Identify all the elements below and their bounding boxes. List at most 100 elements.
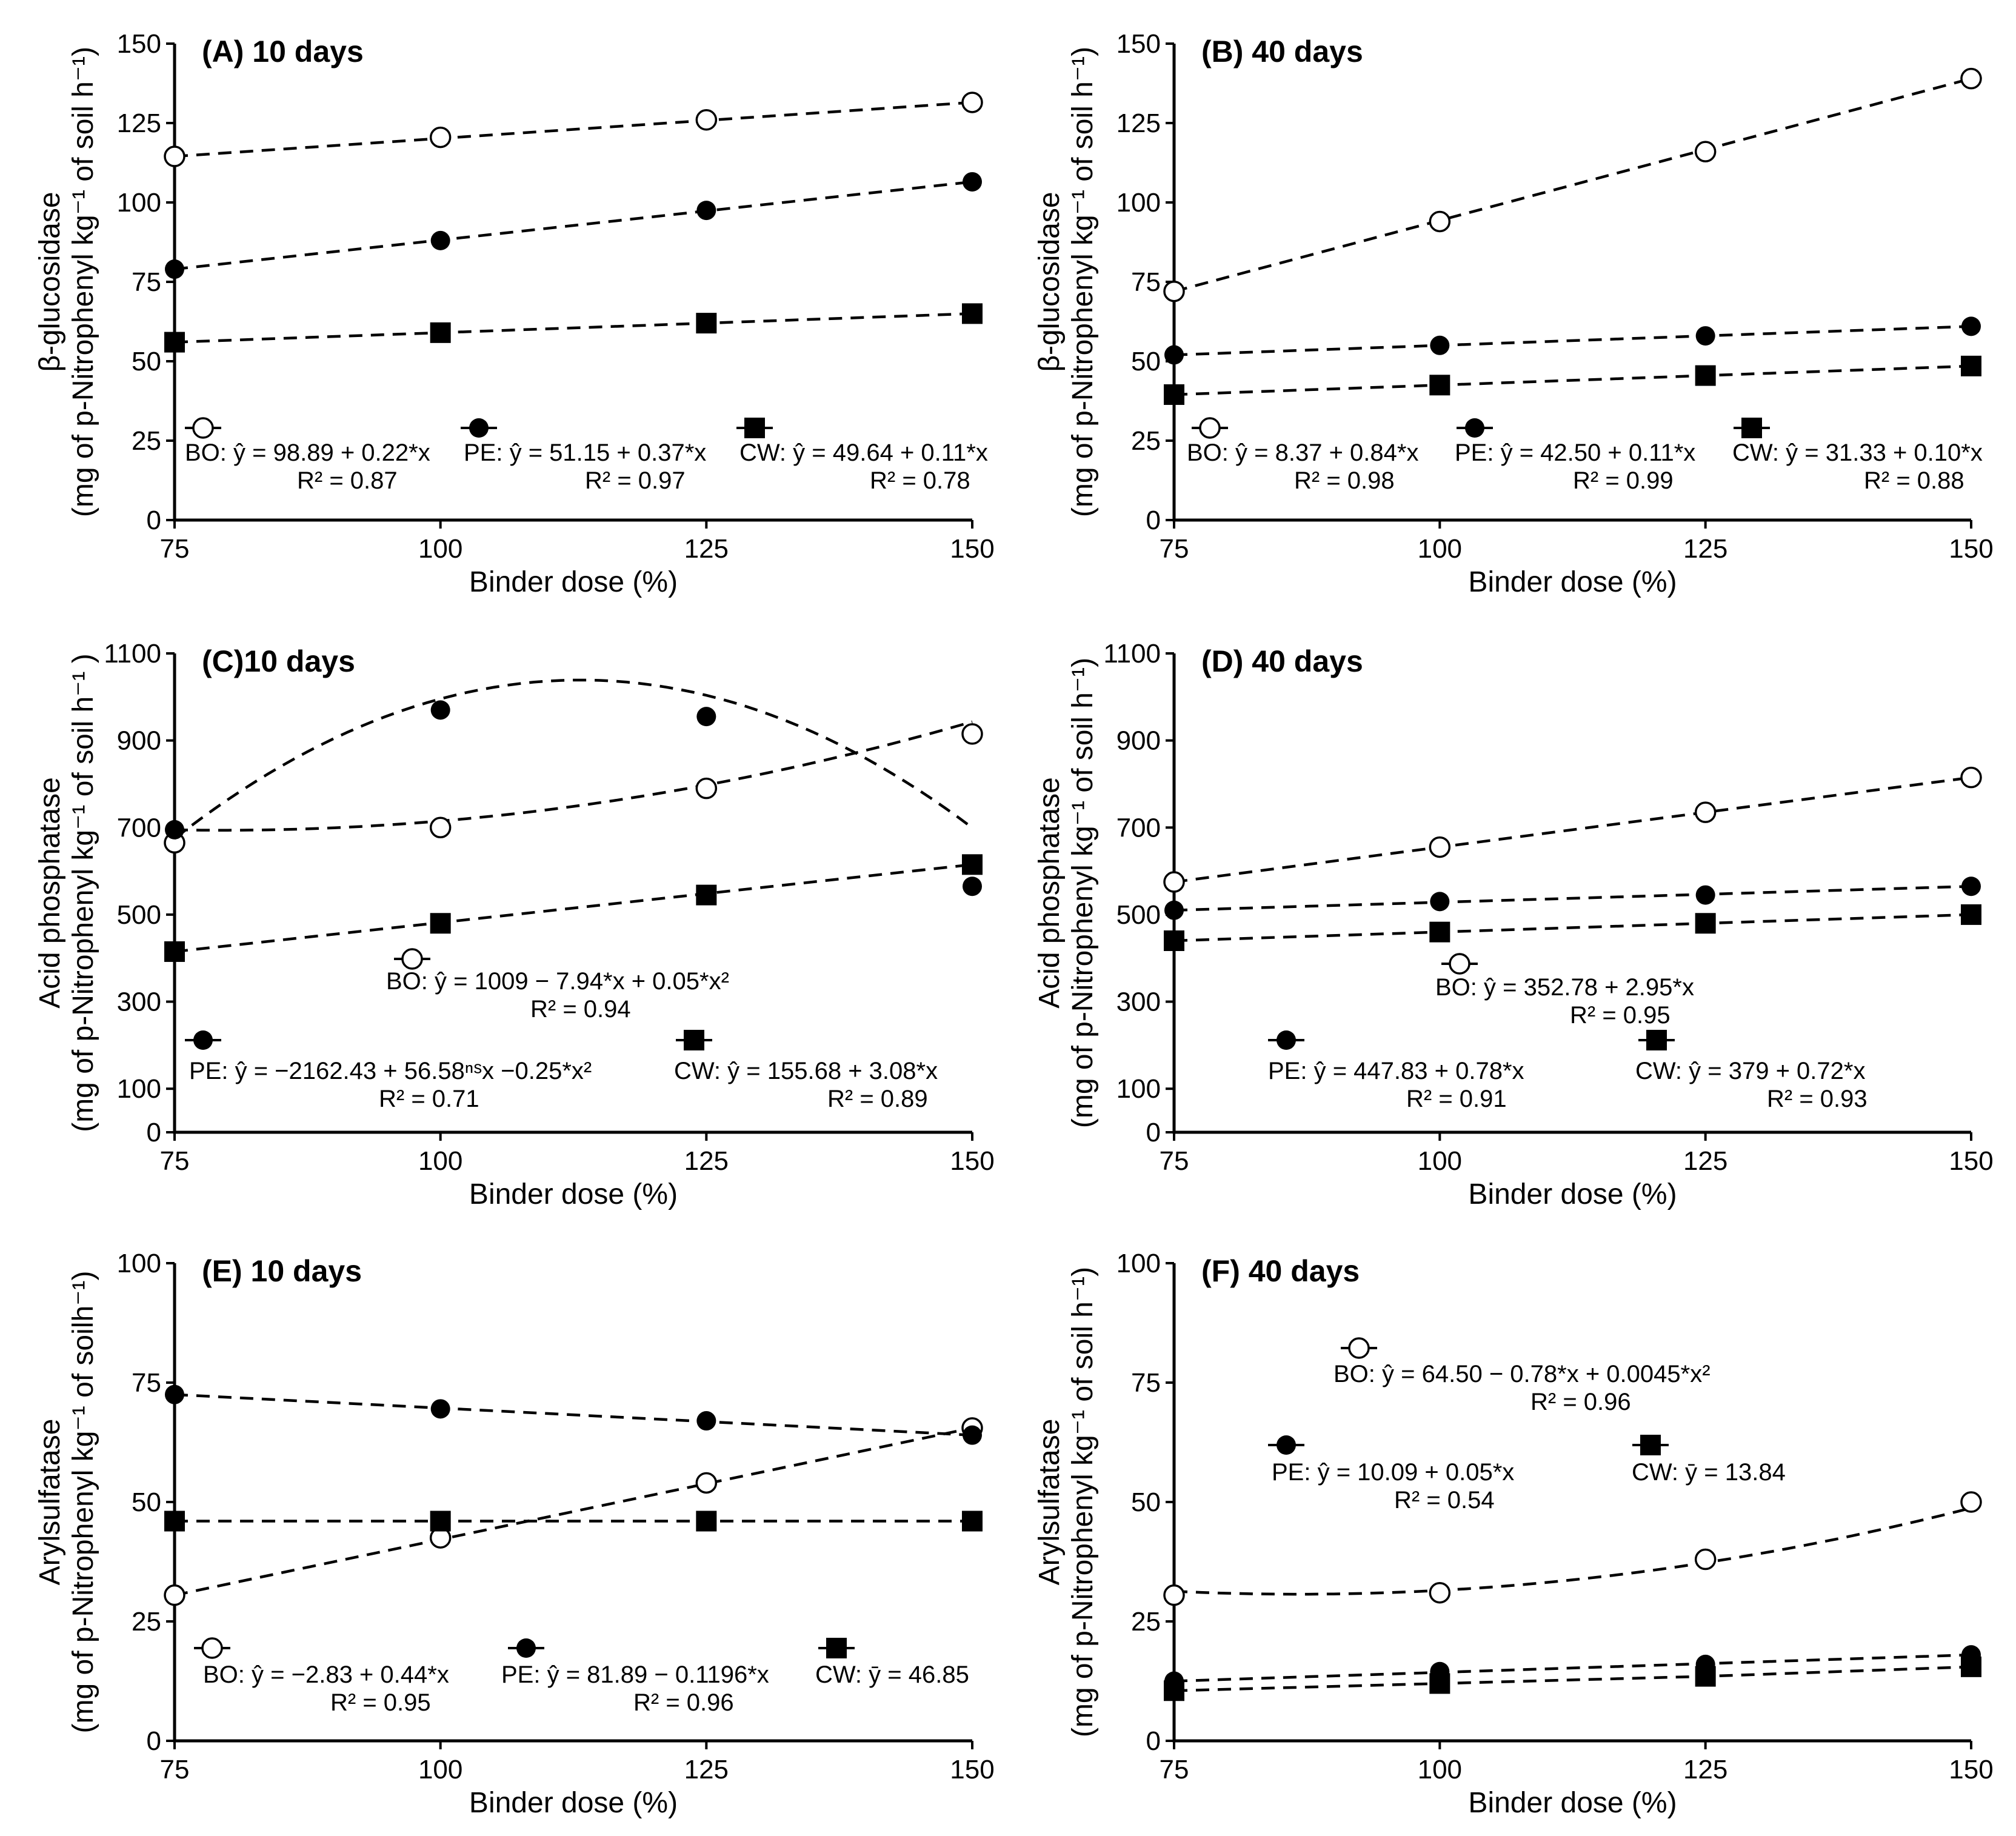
- r-squared-label: R² = 0.96: [1530, 1389, 1631, 1415]
- data-point-pe: [696, 201, 716, 221]
- legend-cw: CW: ŷ = 379 + 0.72*xR² = 0.93: [1635, 1030, 1867, 1112]
- data-point-pe: [430, 230, 450, 250]
- legend-square-marker: [684, 1030, 704, 1050]
- legend-cw: CW: ŷ = 155.68 + 3.08*xR² = 0.89: [674, 1030, 938, 1112]
- x-axis-label: Binder dose (%): [1468, 1787, 1677, 1819]
- legend-cw: CW: ȳ = 46.85: [815, 1638, 969, 1688]
- data-point-cw: [430, 913, 451, 934]
- data-point-cw: [1695, 365, 1716, 386]
- data-point-bo: [695, 1472, 718, 1494]
- data-point-cw: [1961, 355, 1981, 376]
- x-tick-label: 125: [684, 1146, 729, 1176]
- data-point-pe: [1961, 876, 1981, 896]
- data-point-cw: [1164, 1680, 1184, 1701]
- data-point-cw: [696, 1511, 717, 1532]
- fit-line-cw: [174, 312, 973, 344]
- fit-line-pe: [1173, 884, 1972, 912]
- legend-square-marker: [826, 1638, 847, 1658]
- data-point-cw: [1961, 1656, 1981, 1677]
- x-tick-label: 100: [418, 534, 462, 564]
- x-tick-label: 75: [1160, 1755, 1189, 1784]
- data-point-pe: [1430, 892, 1450, 912]
- x-tick-label: 150: [1949, 534, 1993, 564]
- y-tick-label: 25: [132, 1607, 161, 1637]
- x-axis-label: Binder dose (%): [469, 566, 678, 598]
- x-tick-label: 125: [1683, 1755, 1727, 1784]
- y-tick-label: 100: [117, 1249, 161, 1278]
- series-cw: [164, 854, 983, 962]
- y-tick-label: 100: [1116, 188, 1161, 218]
- y-axis-units: (mg of p-Nitrophenyl kg⁻¹ of soil h⁻¹ ): [67, 653, 99, 1132]
- chart-panel-c: 0 100 300 500 700 900 1100 75 100 125 150 Binder do…: [34, 639, 995, 1210]
- fit-line-cw: [1173, 1665, 1972, 1692]
- y-tick-label: 25: [132, 426, 161, 456]
- x-tick-label: 100: [1418, 1755, 1462, 1784]
- r-squared-label: R² = 0.93: [1767, 1086, 1867, 1112]
- equation-label: BO: ŷ = 98.89 + 0.22*x: [185, 439, 430, 466]
- y-tick-label: 0: [1146, 506, 1161, 535]
- legend-square-marker: [1640, 1435, 1661, 1455]
- chart-panel-f: 0 25 50 75 100 75 100 125 150 Binder dose (%) Aryl…: [1033, 1249, 1994, 1819]
- equation-label: PE: ŷ = −2162.43 + 56.58ⁿˢx −0.25*x²: [189, 1058, 592, 1084]
- x-tick-label: 125: [1683, 534, 1727, 564]
- fit-line-cw: [1173, 364, 1972, 396]
- data-point-pe: [165, 259, 184, 279]
- legend-open-circle-marker: [1199, 417, 1221, 439]
- x-tick-label: 75: [160, 1146, 190, 1176]
- data-point-cw: [1695, 1666, 1716, 1687]
- y-tick-label: 75: [1131, 1368, 1161, 1398]
- y-tick-label: 125: [117, 108, 161, 138]
- legend-square-marker: [1741, 418, 1762, 438]
- series-pe: [165, 172, 982, 279]
- data-point-cw: [164, 941, 185, 962]
- data-point-cw: [962, 854, 983, 875]
- data-point-pe: [1430, 335, 1450, 355]
- data-point-pe: [430, 700, 450, 720]
- series-pe: [1164, 876, 1981, 920]
- x-axis-label: Binder dose (%): [1468, 566, 1677, 598]
- panel-title: (D) 40 days: [1201, 644, 1363, 678]
- x-tick-label: 100: [1418, 534, 1462, 564]
- data-point-bo: [1429, 836, 1451, 858]
- r-squared-label: R² = 0.87: [297, 467, 398, 494]
- data-point-pe: [963, 1425, 982, 1445]
- data-point-cw: [1429, 1673, 1450, 1694]
- legend-open-circle-marker: [401, 948, 423, 970]
- fit-line-bo: [1173, 77, 1972, 293]
- chart-panel-a: 0 25 50 75 100 125 150 75 100 125 150 Binder dose (…: [34, 29, 995, 598]
- y-axis-label: β-glucosidase: [34, 192, 66, 372]
- data-point-bo: [429, 126, 452, 149]
- data-point-pe: [165, 1384, 184, 1404]
- legend-pe: PE: ŷ = 81.89 − 0.1196*xR² = 0.96: [501, 1638, 769, 1716]
- fit-line-pe: [1173, 325, 1972, 356]
- y-tick-label: 75: [132, 1368, 161, 1398]
- fit-line-cw: [1173, 913, 1972, 943]
- series-bo: [164, 1417, 983, 1606]
- chart-panel-b: 0 25 50 75 100 125 150 75 100 125 150 Binder dose (…: [1033, 29, 1994, 598]
- y-tick-label: 1100: [1103, 639, 1161, 669]
- x-axis-label: Binder dose (%): [1468, 1178, 1677, 1210]
- data-point-pe: [963, 876, 982, 896]
- legend-bo: BO: ŷ = 8.37 + 0.84*xR² = 0.98: [1187, 417, 1418, 494]
- series-bo: [164, 92, 983, 167]
- series-cw: [164, 303, 983, 353]
- data-point-pe: [1164, 345, 1184, 365]
- fit-line-bo: [174, 101, 973, 158]
- y-axis-units: (mg of p-Nitrophenyl kg⁻¹ of soil h⁻¹): [1067, 47, 1099, 517]
- y-tick-label: 0: [147, 1726, 161, 1756]
- y-tick-label: 100: [117, 1074, 161, 1104]
- data-point-pe: [696, 1411, 716, 1431]
- x-tick-label: 150: [950, 534, 994, 564]
- fit-line-bo: [1173, 1506, 1972, 1596]
- data-point-bo: [1429, 1581, 1451, 1604]
- x-tick-label: 75: [160, 534, 190, 564]
- y-tick-label: 500: [117, 900, 161, 930]
- data-point-cw: [696, 884, 717, 906]
- series-pe: [1164, 1645, 1981, 1691]
- y-tick-label: 700: [117, 813, 161, 843]
- legend-circle-marker: [516, 1638, 536, 1658]
- y-tick-label: 300: [1116, 987, 1161, 1017]
- data-point-bo: [1960, 766, 1982, 789]
- y-axis-label: Acid phosphatase: [34, 777, 66, 1009]
